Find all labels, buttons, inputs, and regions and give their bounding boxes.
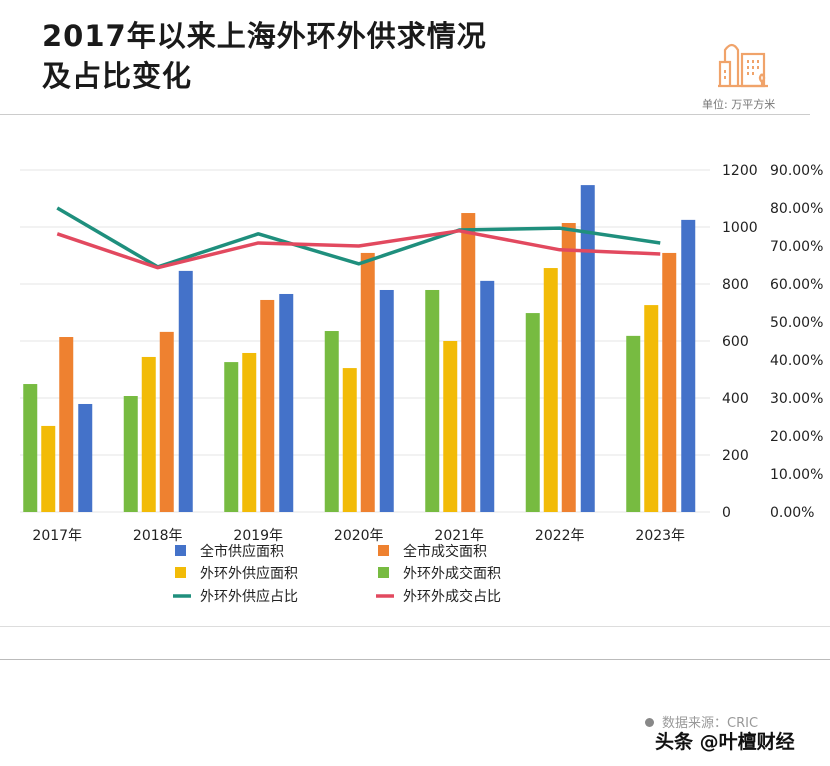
bar-4 xyxy=(580,185,595,513)
bar-2 xyxy=(443,341,458,512)
legend-label: 外环外成交面积 xyxy=(403,565,501,582)
line-series-2 xyxy=(56,229,661,270)
bar-1 xyxy=(23,384,38,512)
x-tick-label: 2020年 xyxy=(334,528,384,544)
y-tick-label: 600 xyxy=(722,334,749,350)
divider xyxy=(0,626,830,627)
unit-label: 单位: 万平方米 xyxy=(702,98,776,111)
legend-swatch xyxy=(175,567,186,578)
legend-label: 外环外供应占比 xyxy=(200,588,298,605)
y2-tick-label: 0.00% xyxy=(770,505,814,521)
bar-4 xyxy=(279,293,294,512)
y-tick-label: 0 xyxy=(722,505,731,521)
legend-label: 外环外成交占比 xyxy=(403,588,501,605)
bar-1 xyxy=(224,362,239,512)
city-buildings-icon xyxy=(718,43,768,88)
bar-2 xyxy=(141,356,156,512)
bar-4 xyxy=(480,280,495,512)
y2-tick-label: 10.00% xyxy=(770,467,823,483)
divider xyxy=(0,659,830,660)
y2-tick-label: 80.00% xyxy=(770,201,823,217)
y-tick-label: 1000 xyxy=(722,220,758,236)
x-tick-label: 2023年 xyxy=(635,528,685,544)
legend-label: 外环外供应面积 xyxy=(200,565,298,582)
bar-3 xyxy=(561,223,576,512)
y-tick-label: 800 xyxy=(722,277,749,293)
title-line-1: 2017年以来上海外环外供求情况 xyxy=(42,19,487,53)
bar-4 xyxy=(379,289,394,512)
x-tick-label: 2022年 xyxy=(535,528,585,544)
header-divider xyxy=(0,114,810,115)
y2-tick-label: 70.00% xyxy=(770,239,823,255)
y-tick-label: 400 xyxy=(722,391,749,407)
y2-tick-label: 20.00% xyxy=(770,429,823,445)
legend-swatch xyxy=(378,545,389,556)
bar-4 xyxy=(681,219,696,512)
y2-tick-label: 30.00% xyxy=(770,391,823,407)
page-title: 2017年以来上海外环外供求情况 及占比变化 xyxy=(42,16,487,96)
bar-1 xyxy=(525,313,540,512)
legend-swatch xyxy=(175,545,186,556)
x-tick-label: 2021年 xyxy=(434,528,484,544)
y2-tick-label: 50.00% xyxy=(770,315,823,331)
bar-2 xyxy=(543,268,558,512)
source-text: 数据来源：CRIC xyxy=(662,716,759,731)
source-note: 数据来源：CRIC xyxy=(645,712,758,731)
bar-3 xyxy=(159,331,174,512)
bar-4 xyxy=(178,270,193,512)
y2-tick-label: 60.00% xyxy=(770,277,823,293)
bullet-icon xyxy=(645,718,654,727)
bar-1 xyxy=(425,289,440,512)
bar-1 xyxy=(123,396,138,512)
chart: 0 200 400 600 800 1000 1200 0.00% 10.00% 20.00% 30… xyxy=(20,163,823,605)
bar-4 xyxy=(78,403,93,512)
x-tick-label: 2018年 xyxy=(133,528,183,544)
x-tick-label: 2017年 xyxy=(32,528,82,544)
x-tick-label: 2019年 xyxy=(233,528,283,544)
y2-tick-label: 90.00% xyxy=(770,163,823,179)
bar-3 xyxy=(260,299,275,512)
legend-label: 全市供应面积 xyxy=(200,543,284,560)
title-line-2: 及占比变化 xyxy=(42,59,193,93)
bar-3 xyxy=(59,337,74,512)
bar-2 xyxy=(342,368,357,512)
bar-2 xyxy=(644,305,659,512)
bar-3 xyxy=(360,252,375,512)
bar-3 xyxy=(461,213,476,512)
bar-3 xyxy=(662,252,677,512)
y-tick-label: 1200 xyxy=(722,163,758,179)
y-tick-label: 200 xyxy=(722,448,749,464)
bar-2 xyxy=(41,425,56,512)
y2-tick-label: 40.00% xyxy=(770,353,823,369)
legend-swatch xyxy=(378,567,389,578)
legend-label: 全市成交面积 xyxy=(403,543,487,560)
watermark: 头条 @叶檀财经 xyxy=(655,731,795,753)
bar-1 xyxy=(626,335,641,512)
bar-1 xyxy=(324,331,339,512)
bar-2 xyxy=(242,352,257,512)
